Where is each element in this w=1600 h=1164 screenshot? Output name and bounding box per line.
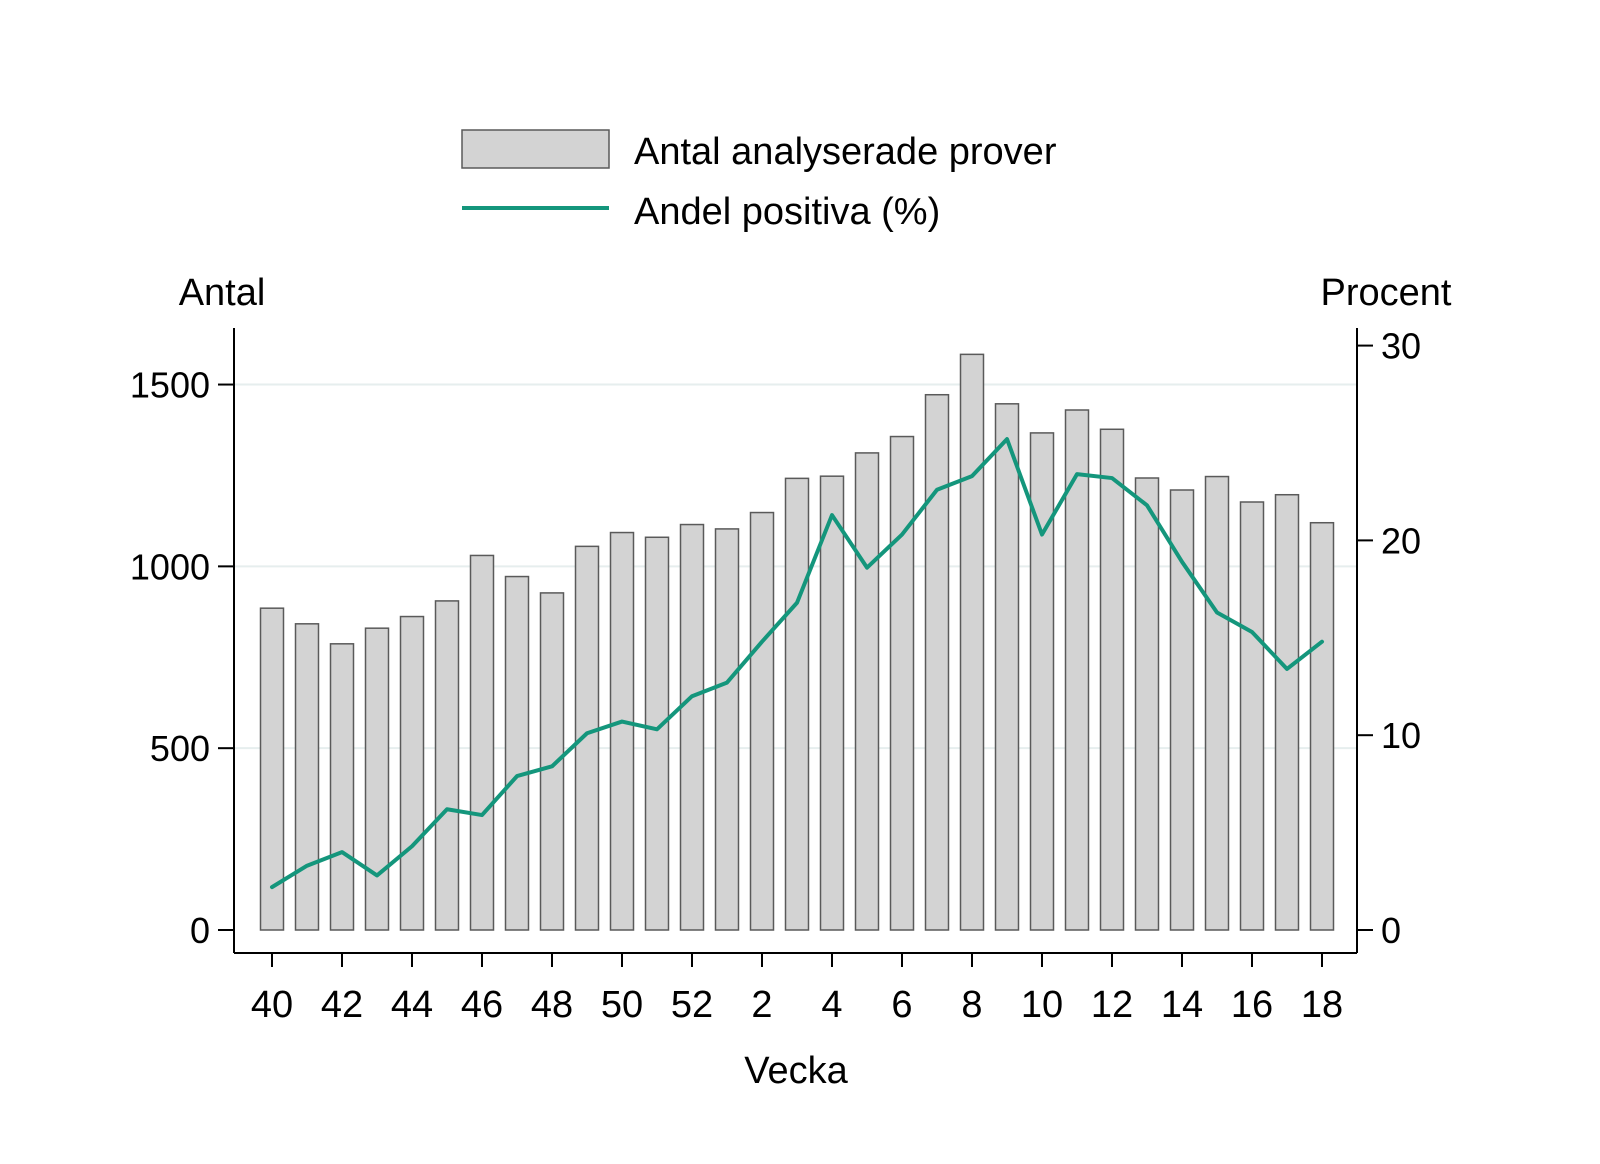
y-left-tick-label: 0 (190, 910, 210, 951)
bar-week-47 (504, 575, 530, 931)
bar-week-12 (1099, 428, 1125, 931)
bar-week-46 (469, 554, 495, 931)
x-tick-label: 16 (1231, 984, 1273, 1026)
bar-series (259, 353, 1335, 931)
x-tick-label: 2 (751, 984, 772, 1026)
bar-week-43 (364, 627, 390, 931)
bar-week-51 (644, 536, 670, 931)
x-axis-ticks: 40 42 44 46 48 50 52 2 4 6 8 10 12 14 16 18 (251, 953, 1343, 1026)
bar-week-9 (994, 403, 1020, 931)
y-right-tick-label: 10 (1381, 715, 1421, 756)
y-left-tick-label: 1000 (130, 546, 210, 587)
y-axis-right-label: Procent (1321, 272, 1452, 314)
x-tick-label: 6 (891, 984, 912, 1026)
x-tick-label: 40 (251, 984, 293, 1026)
y-left-tick-label: 1500 (130, 365, 210, 406)
bar-week-3 (784, 477, 810, 931)
y-right-tick-label: 30 (1381, 326, 1421, 367)
y-right-tick-label: 0 (1381, 910, 1401, 951)
bar-week-17 (1274, 493, 1300, 931)
bar-week-52 (679, 523, 705, 931)
x-tick-label: 18 (1301, 984, 1343, 1026)
x-tick-label: 42 (321, 984, 363, 1026)
bar-week-42 (329, 643, 355, 931)
bar-week-8 (959, 353, 985, 931)
legend-label-bar: Antal analyserade prover (634, 131, 1057, 173)
bar-week-49 (574, 545, 600, 931)
bar-week-50 (609, 531, 635, 931)
bar-week-10 (1029, 432, 1055, 931)
legend-swatch-bar (461, 129, 610, 169)
y-right-tick-label: 20 (1381, 520, 1421, 561)
x-tick-label: 50 (601, 984, 643, 1026)
legend-label-line: Andel positiva (%) (634, 191, 940, 233)
bar-week-16 (1239, 501, 1265, 931)
y-axis-left-ticks: 0 500 1000 1500 (130, 365, 234, 951)
bar-week-48 (539, 592, 565, 931)
y-left-tick-label: 500 (150, 728, 210, 769)
x-tick-label: 10 (1021, 984, 1063, 1026)
x-tick-label: 48 (531, 984, 573, 1026)
x-tick-label: 4 (821, 984, 842, 1026)
bar-week-41 (294, 623, 320, 931)
bar-week-18 (1309, 521, 1335, 931)
bar-week-7 (924, 393, 950, 931)
bar-week-2 (749, 511, 775, 931)
y-axis-left-label: Antal (179, 272, 266, 314)
bar-week-14 (1169, 489, 1195, 931)
bar-week-13 (1134, 477, 1160, 931)
x-tick-label: 8 (961, 984, 982, 1026)
bar-week-15 (1204, 475, 1230, 931)
bar-week-44 (399, 615, 425, 931)
x-tick-label: 12 (1091, 984, 1133, 1026)
bar-week-4 (819, 475, 845, 931)
bar-week-40 (259, 607, 285, 931)
bar-week-6 (889, 435, 915, 931)
y-axis-right-ticks: 0 10 20 30 (1357, 326, 1421, 951)
axes (233, 328, 1358, 954)
x-tick-label: 46 (461, 984, 503, 1026)
line-series-andel-positiva (270, 437, 1324, 890)
bar-week-11 (1064, 409, 1090, 931)
x-tick-label: 52 (671, 984, 713, 1026)
x-axis-label: Vecka (744, 1050, 848, 1092)
bar-week-5 (854, 452, 880, 931)
x-tick-label: 14 (1161, 984, 1203, 1026)
bar-week-1 (714, 528, 740, 931)
bar-week-45 (434, 600, 460, 931)
legend: Antal analyserade prover Andel positiva … (461, 129, 1057, 233)
x-tick-label: 44 (391, 984, 433, 1026)
